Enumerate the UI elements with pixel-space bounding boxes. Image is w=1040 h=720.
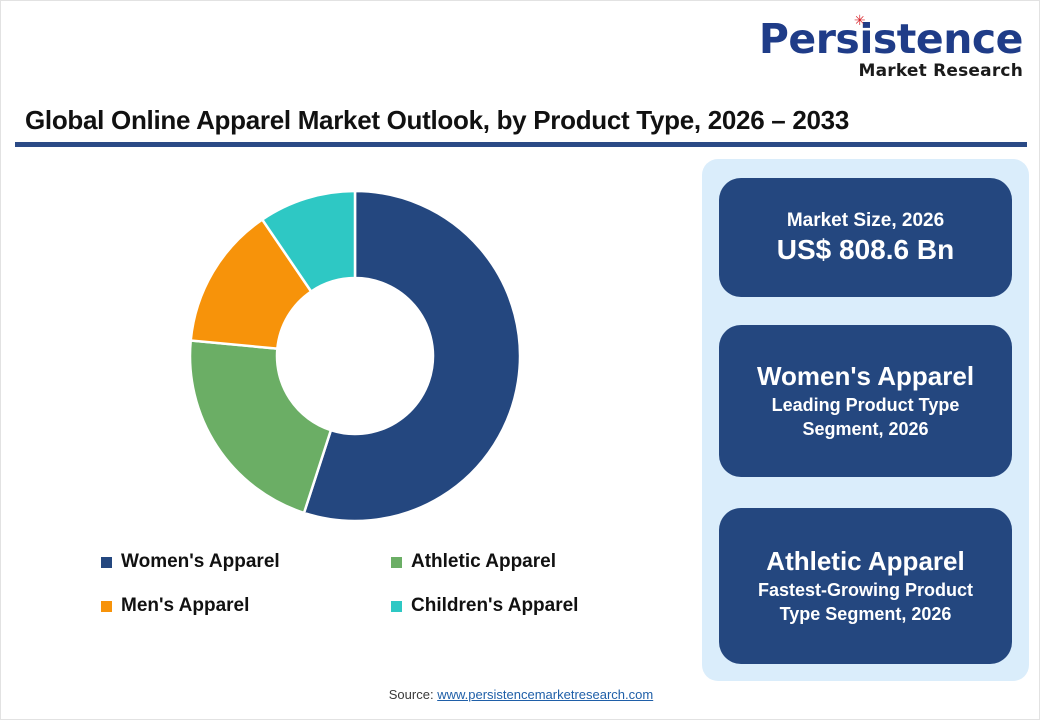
fastest-segment-desc-line2: Type Segment, 2026 bbox=[779, 603, 952, 624]
leading-segment-name: Women's Apparel bbox=[756, 361, 975, 392]
market-size-card: Market Size, 2026 US$ 808.6 Bn bbox=[719, 178, 1012, 297]
legend-item-athletic-apparel[interactable]: Athletic Apparel bbox=[391, 551, 681, 573]
legend-label-womens-apparel: Women's Apparel bbox=[121, 551, 280, 572]
brand-subtitle: Market Research bbox=[858, 61, 1023, 81]
brand-name-text: Persistence bbox=[758, 15, 1024, 63]
brand-name: Persistence ✳ bbox=[759, 13, 1024, 60]
legend-item-womens-apparel[interactable]: Women's Apparel bbox=[101, 551, 391, 573]
market-size-value: US$ 808.6 Bn bbox=[776, 233, 955, 265]
page-title: Global Online Apparel Market Outlook, by… bbox=[25, 105, 849, 135]
title-underline-rule bbox=[15, 142, 1027, 147]
leading-segment-desc-line1: Leading Product Type bbox=[771, 395, 960, 416]
legend-label-mens-apparel: Men's Apparel bbox=[121, 595, 250, 616]
legend-swatch-mens-apparel bbox=[101, 600, 112, 612]
fastest-segment-name: Athletic Apparel bbox=[766, 546, 965, 577]
donut-slice-women-s-apparel[interactable] bbox=[302, 189, 522, 523]
source-link[interactable]: www.persistencemarketresearch.com bbox=[437, 687, 654, 702]
donut-chart bbox=[185, 186, 525, 526]
market-size-label: Market Size, 2026 bbox=[786, 209, 945, 231]
legend-label-childrens-apparel: Children's Apparel bbox=[411, 595, 579, 616]
source-prefix: Source: bbox=[388, 687, 438, 702]
legend-swatch-childrens-apparel bbox=[391, 600, 402, 612]
donut-slice-athletic-apparel[interactable] bbox=[188, 339, 333, 515]
legend-label-athletic-apparel: Athletic Apparel bbox=[411, 551, 556, 572]
leading-segment-card: Women's Apparel Leading Product Type Seg… bbox=[719, 325, 1012, 477]
leading-segment-desc-line2: Segment, 2026 bbox=[802, 418, 929, 439]
donut-chart-svg bbox=[188, 189, 522, 523]
legend-swatch-womens-apparel bbox=[101, 556, 112, 568]
legend-swatch-athletic-apparel bbox=[391, 556, 402, 568]
fastest-segment-desc-line1: Fastest-Growing Product bbox=[757, 580, 973, 601]
donut-slice-children-s-apparel[interactable] bbox=[260, 189, 357, 294]
source-footer: Source: www.persistencemarketresearch.co… bbox=[1, 687, 1040, 702]
stats-side-panel: Market Size, 2026 US$ 808.6 Bn Women's A… bbox=[702, 159, 1029, 681]
brand-logo: Persistence ✳ Market Research bbox=[759, 13, 1024, 81]
fastest-growing-segment-card: Athletic Apparel Fastest-Growing Product… bbox=[719, 508, 1012, 664]
star-icon: ✳ bbox=[853, 13, 866, 29]
legend-item-childrens-apparel[interactable]: Children's Apparel bbox=[391, 595, 681, 617]
chart-legend: Women's Apparel Athletic Apparel Men's A… bbox=[101, 551, 681, 617]
legend-item-mens-apparel[interactable]: Men's Apparel bbox=[101, 595, 391, 617]
chart-area: Women's Apparel Athletic Apparel Men's A… bbox=[15, 156, 685, 656]
